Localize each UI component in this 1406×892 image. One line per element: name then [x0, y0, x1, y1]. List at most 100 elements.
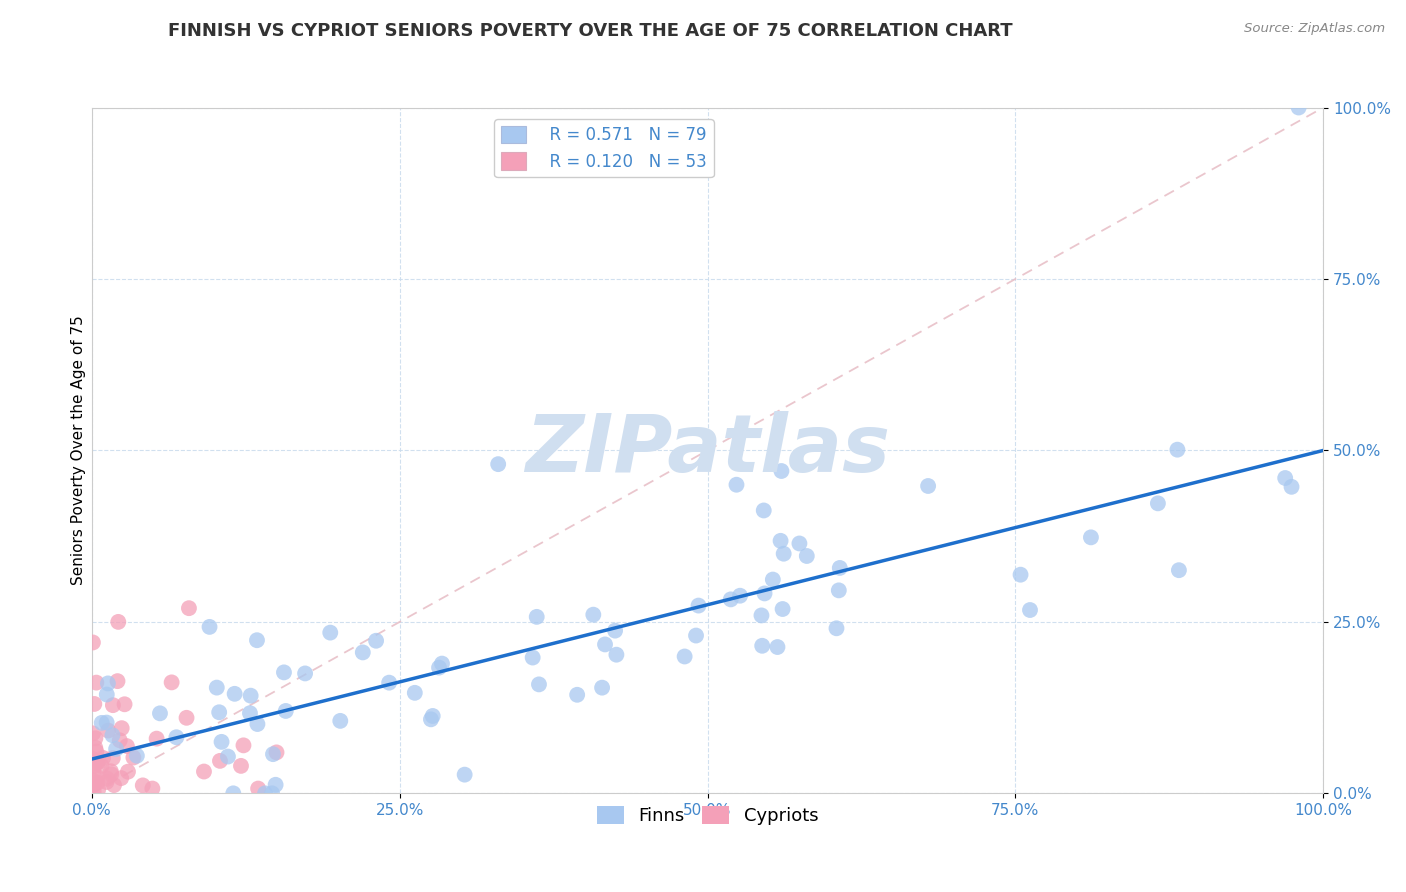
Point — [101, 728, 124, 742]
Point — [825, 621, 848, 635]
Point — [86, 775, 108, 789]
Point — [754, 586, 776, 600]
Point — [603, 624, 626, 638]
Point — [688, 599, 710, 613]
Point — [262, 786, 284, 800]
Point — [165, 731, 187, 745]
Point — [86, 745, 108, 759]
Point — [160, 675, 183, 690]
Point — [105, 742, 128, 756]
Point — [107, 615, 129, 629]
Point — [205, 681, 228, 695]
Point — [728, 589, 751, 603]
Point — [224, 687, 246, 701]
Point — [420, 712, 443, 726]
Text: ZIPatlas: ZIPatlas — [524, 411, 890, 490]
Point — [789, 536, 811, 550]
Point — [522, 650, 544, 665]
Point — [149, 706, 172, 721]
Point — [565, 688, 588, 702]
Point — [101, 698, 124, 713]
Legend: Finns, Cypriots: Finns, Cypriots — [589, 798, 825, 832]
Point — [96, 715, 118, 730]
Point — [97, 676, 120, 690]
Point — [772, 547, 794, 561]
Point — [254, 786, 277, 800]
Point — [96, 775, 118, 789]
Point — [769, 533, 792, 548]
Point — [90, 715, 112, 730]
Point — [101, 751, 124, 765]
Point — [1288, 101, 1310, 115]
Point — [1019, 603, 1042, 617]
Point — [193, 764, 215, 779]
Point — [762, 573, 785, 587]
Point — [83, 784, 105, 798]
Point — [352, 645, 374, 659]
Point — [685, 628, 707, 642]
Point — [751, 639, 773, 653]
Point — [1167, 563, 1189, 577]
Point — [208, 754, 231, 768]
Point — [239, 689, 262, 703]
Point — [264, 778, 287, 792]
Point — [86, 770, 108, 784]
Point — [246, 717, 269, 731]
Point — [294, 666, 316, 681]
Point — [453, 767, 475, 781]
Point — [222, 786, 245, 800]
Point — [96, 772, 118, 786]
Point — [404, 686, 426, 700]
Point — [176, 711, 198, 725]
Point — [96, 688, 118, 702]
Point — [828, 583, 851, 598]
Point — [141, 781, 163, 796]
Point — [86, 675, 108, 690]
Point — [211, 735, 233, 749]
Point — [673, 649, 696, 664]
Point — [217, 749, 239, 764]
Point — [82, 635, 104, 649]
Point — [266, 745, 288, 759]
Point — [87, 782, 110, 797]
Point — [1080, 530, 1102, 544]
Point — [527, 677, 550, 691]
Point — [86, 756, 108, 770]
Point — [752, 503, 775, 517]
Point — [177, 601, 200, 615]
Point — [82, 765, 104, 780]
Point — [486, 457, 509, 471]
Point — [80, 772, 103, 787]
Point — [1274, 471, 1296, 485]
Text: FINNISH VS CYPRIOT SENIORS POVERTY OVER THE AGE OF 75 CORRELATION CHART: FINNISH VS CYPRIOT SENIORS POVERTY OVER … — [169, 22, 1012, 40]
Point — [125, 748, 148, 763]
Point — [83, 758, 105, 772]
Point — [82, 726, 104, 740]
Point — [1166, 442, 1188, 457]
Point — [108, 733, 131, 747]
Point — [591, 681, 613, 695]
Point — [232, 739, 254, 753]
Point — [378, 675, 401, 690]
Point — [208, 706, 231, 720]
Point — [329, 714, 352, 728]
Y-axis label: Seniors Poverty Over the Age of 75: Seniors Poverty Over the Age of 75 — [72, 316, 86, 585]
Point — [122, 750, 145, 764]
Point — [725, 477, 748, 491]
Point — [605, 648, 627, 662]
Point — [1010, 567, 1032, 582]
Point — [84, 731, 107, 746]
Point — [91, 751, 114, 765]
Point — [364, 633, 387, 648]
Point — [83, 777, 105, 791]
Point — [100, 767, 122, 781]
Point — [97, 723, 120, 738]
Point — [110, 771, 132, 785]
Point — [90, 758, 112, 772]
Point — [80, 777, 103, 791]
Point — [751, 608, 773, 623]
Point — [427, 660, 450, 674]
Point — [319, 625, 342, 640]
Point — [117, 764, 139, 779]
Point — [198, 620, 221, 634]
